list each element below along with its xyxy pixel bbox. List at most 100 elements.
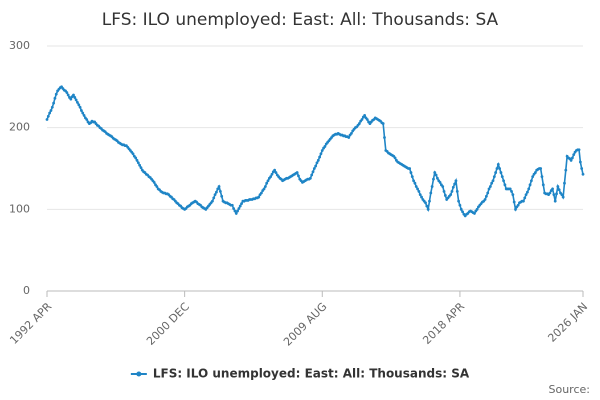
point (458, 203, 462, 207)
point (262, 187, 266, 191)
point (49, 109, 53, 112)
point (319, 152, 323, 156)
point (73, 96, 77, 99)
point (216, 187, 220, 191)
point (134, 156, 138, 160)
point (526, 190, 529, 194)
point (424, 201, 427, 205)
legend-label: LFS: ILO unemployed: East: All: Thousand… (153, 367, 470, 381)
point (418, 193, 422, 197)
point (230, 203, 234, 207)
point (500, 175, 504, 179)
point (438, 180, 442, 184)
point (433, 171, 437, 174)
point (577, 148, 581, 152)
point (408, 167, 412, 170)
point (442, 189, 446, 193)
point (502, 179, 505, 183)
point (138, 163, 142, 167)
point (569, 158, 573, 162)
point (529, 179, 533, 183)
series-line (46, 85, 584, 218)
point (484, 194, 488, 198)
point (556, 185, 560, 188)
point (572, 153, 576, 157)
point (139, 166, 143, 170)
point (312, 167, 316, 170)
point (581, 172, 585, 176)
point (499, 171, 503, 174)
point (311, 170, 315, 174)
point (533, 171, 537, 174)
point (266, 179, 270, 183)
point (76, 100, 79, 104)
point (436, 176, 439, 180)
x-tick-label: 2018 APR (420, 300, 467, 347)
point (541, 183, 545, 187)
point (81, 111, 85, 115)
point (503, 183, 507, 187)
point (308, 176, 312, 180)
point (238, 204, 242, 208)
point (131, 152, 135, 156)
point (65, 91, 69, 94)
point (69, 97, 73, 101)
point (347, 136, 351, 139)
point (494, 171, 498, 174)
point (571, 156, 574, 160)
point (233, 209, 237, 213)
y-tick-label: 0 (23, 284, 30, 297)
point (363, 114, 367, 117)
y-tick-label: 200 (9, 121, 30, 134)
point (475, 207, 479, 211)
point (483, 198, 487, 201)
point (552, 193, 556, 197)
point (393, 156, 397, 160)
point (310, 173, 314, 177)
point (323, 145, 327, 148)
point (295, 171, 299, 174)
point (320, 149, 324, 152)
point (455, 189, 459, 193)
point (263, 185, 267, 188)
point (432, 177, 435, 181)
point (461, 210, 464, 214)
point (428, 199, 431, 203)
point (412, 179, 415, 183)
point (523, 196, 527, 200)
point (78, 105, 82, 109)
point (553, 199, 557, 203)
point (45, 118, 49, 121)
point (414, 185, 418, 188)
point (524, 193, 528, 197)
point (155, 185, 159, 188)
point (381, 122, 385, 125)
point (531, 175, 535, 179)
point (555, 192, 558, 196)
point (270, 172, 274, 176)
point (234, 212, 238, 215)
point (213, 193, 217, 197)
point (563, 181, 566, 185)
y-tick-label: 100 (9, 202, 30, 215)
point (454, 179, 458, 183)
point (413, 181, 417, 185)
point (77, 103, 81, 107)
y-tick-label: 300 (9, 39, 30, 52)
point (560, 193, 564, 197)
x-tick-label: 1992 APR (7, 300, 54, 347)
point (274, 171, 278, 174)
chart-title: LFS: ILO unemployed: East: All: Thousand… (102, 10, 499, 30)
point (297, 174, 300, 178)
point (211, 199, 214, 203)
point (365, 118, 369, 121)
point (486, 191, 490, 195)
point (218, 189, 222, 193)
point (212, 196, 216, 200)
point (557, 188, 561, 192)
point (496, 163, 500, 166)
point (492, 175, 496, 179)
point (512, 200, 516, 204)
point (527, 187, 531, 191)
